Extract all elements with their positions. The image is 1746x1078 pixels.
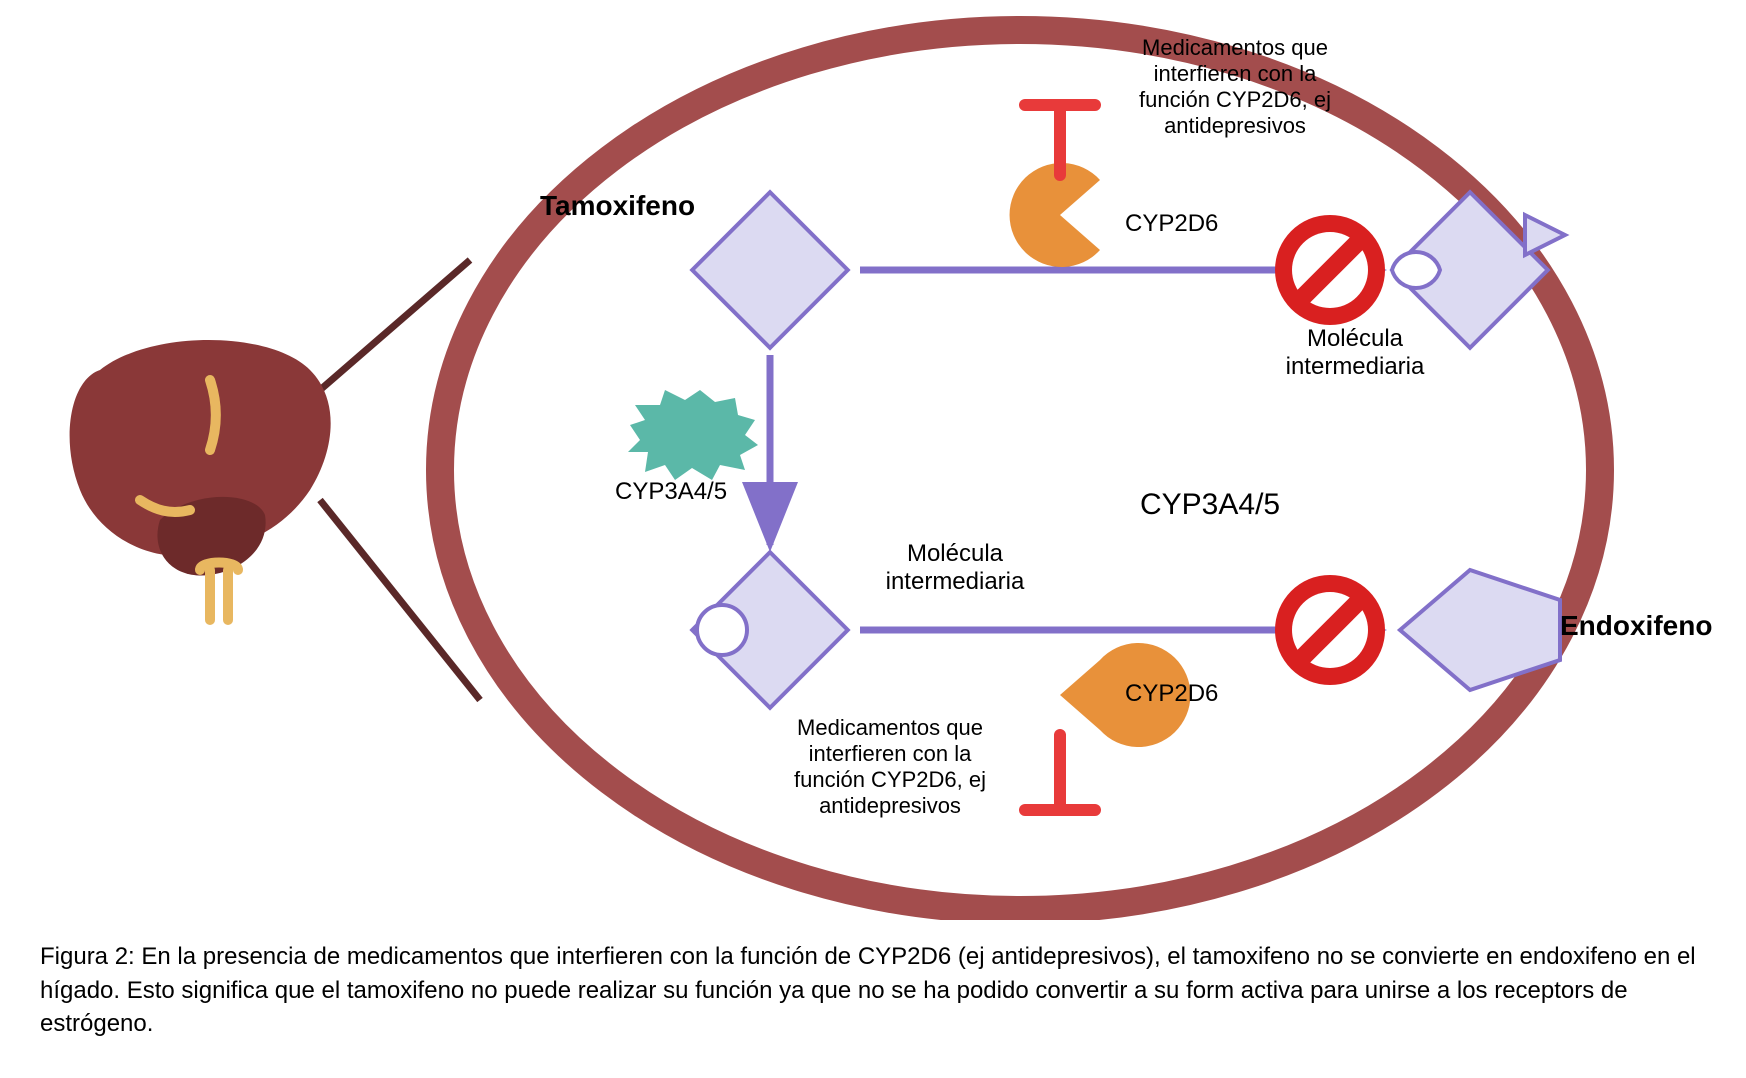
molecula-top-label: Molécula intermediaria [1255,325,1455,381]
prohibit-top-icon [1275,215,1385,325]
prohibit-bottom-icon [1275,575,1385,685]
cyp2d6-top-label: CYP2D6 [1125,210,1218,238]
diagram-container: Tamoxifeno Endoxifeno CYP2D6 CYP2D6 CYP3… [0,0,1746,920]
tamoxifeno-diamond [692,192,848,348]
tamoxifeno-label: Tamoxifeno [540,190,695,222]
cyp2d6-pacman-top-icon [1010,163,1100,267]
cyp3a4-left-label: CYP3A4/5 [615,478,727,506]
inhibitor-bottom-icon [1025,735,1095,810]
liver-icon [70,340,331,620]
inhibitor-top-icon [1025,105,1095,175]
figure-caption: Figura 2: En la presencia de medicamento… [40,940,1706,1041]
cyp3a4-cloud-icon [628,390,758,480]
cell-oval [440,30,1600,910]
cyp2d6-bottom-label: CYP2D6 [1125,680,1218,708]
intermediate-mid-diamond [692,552,848,708]
molecula-mid-label: Molécula intermediaria [855,540,1055,596]
interfiere-bottom-label: Medicamentos que interfieren con la func… [765,715,1015,819]
endoxifeno-label: Endoxifeno [1560,610,1712,642]
interfiere-top-label: Medicamentos que interfieren con la func… [1110,35,1360,139]
cyp3a4-right-label: CYP3A4/5 [1140,488,1280,522]
